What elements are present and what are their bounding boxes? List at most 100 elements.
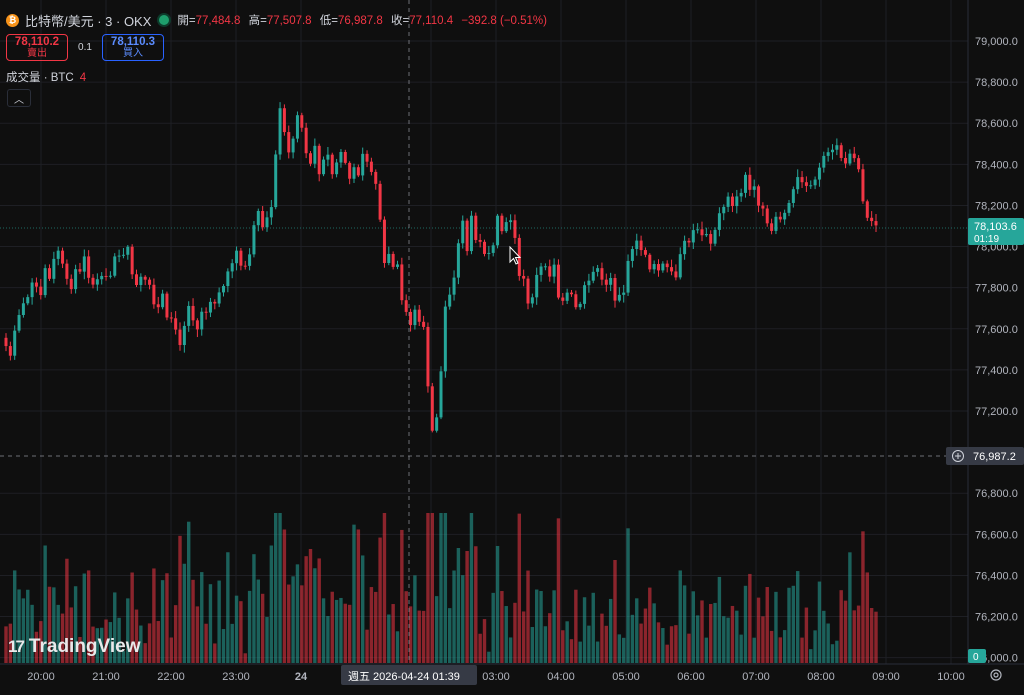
- volume-bar: [182, 563, 187, 663]
- volume-bar: [491, 592, 495, 663]
- volume-bar: [260, 593, 265, 663]
- volume-bar: [13, 570, 17, 663]
- volume-bar: [709, 604, 713, 663]
- candle-body: [717, 213, 721, 230]
- candle-body: [52, 258, 56, 279]
- volume-bar: [617, 634, 622, 663]
- volume-bar: [848, 552, 852, 663]
- volume-bar: [104, 619, 108, 663]
- price-tick-label: 78,600.0: [975, 118, 1018, 130]
- tradingview-branding[interactable]: 17 TradingView: [8, 636, 141, 658]
- candle-body: [844, 157, 848, 164]
- time-tick-label: 24: [295, 671, 308, 683]
- candle-body: [87, 256, 91, 278]
- candle-body: [687, 240, 691, 243]
- price-tick-label: 77,600.0: [975, 324, 1018, 336]
- candle-body: [683, 240, 687, 255]
- volume-bar: [234, 595, 239, 663]
- time-tick-label: 10:00: [937, 671, 965, 683]
- volume-bar: [126, 598, 130, 663]
- volume-bar: [78, 636, 82, 663]
- candle-body: [430, 386, 434, 431]
- buy-button[interactable]: 78,110.3 買入: [102, 34, 164, 61]
- bitcoin-icon: ₿: [6, 13, 19, 27]
- candle-body: [26, 297, 30, 304]
- volume-bar: [160, 580, 165, 663]
- volume-bar: [395, 631, 400, 663]
- add-alert-icon[interactable]: [952, 450, 964, 462]
- volume-bar: [4, 626, 8, 663]
- volume-bar: [352, 524, 356, 663]
- candle-body: [426, 326, 430, 387]
- volume-bar: [178, 535, 182, 663]
- volume-bar: [669, 626, 674, 663]
- volume-bar: [108, 622, 113, 663]
- time-tick-label: 23:00: [222, 671, 250, 683]
- candle-body: [709, 234, 713, 244]
- candle-body: [700, 229, 704, 236]
- gear-icon[interactable]: [990, 669, 1002, 681]
- candle-body: [578, 303, 582, 308]
- volume-bar: [82, 573, 86, 663]
- volume-bar: [561, 630, 565, 663]
- candle-body: [326, 154, 330, 160]
- candle-body: [657, 264, 660, 271]
- price-tick-label: 79,000.0: [975, 36, 1018, 48]
- volume-bar: [282, 529, 287, 663]
- sell-button[interactable]: 78,110.2 賣出: [6, 34, 68, 61]
- candle-body: [500, 215, 504, 232]
- volume-bar: [173, 605, 178, 663]
- volume-bar: [796, 571, 800, 663]
- candle-body: [39, 286, 43, 296]
- candle-body: [74, 269, 78, 290]
- candle-body: [670, 267, 674, 272]
- volume-bar: [678, 570, 682, 663]
- candle-body: [282, 108, 286, 133]
- candle-body: [744, 174, 747, 193]
- volume-bar: [417, 610, 421, 663]
- mouse-cursor: [509, 245, 522, 265]
- candle-body: [126, 246, 130, 255]
- bar-countdown: 01:19: [974, 234, 999, 245]
- candle-body: [639, 240, 643, 251]
- volume-legend[interactable]: 成交量 · BTC 4: [6, 69, 86, 85]
- symbol-title[interactable]: 比特幣/美元 · 3 · OKX: [25, 13, 152, 29]
- volume-bar: [239, 601, 243, 663]
- low-label: 低=: [319, 15, 338, 27]
- price-axis[interactable]: 79,000.0 78,800.0 78,600.0 78,400.0 78,200.0…: [975, 36, 1018, 665]
- candle-body: [65, 263, 69, 279]
- candle-body: [135, 274, 138, 285]
- candle-body: [791, 189, 795, 203]
- volume-bar: [230, 623, 234, 663]
- candle-body: [435, 417, 439, 431]
- volume-bar: [421, 610, 426, 663]
- candle-body: [487, 252, 491, 254]
- candle-body: [548, 266, 552, 277]
- volume-bar: [778, 637, 782, 663]
- price-tick-label: 78,800.0: [975, 77, 1018, 89]
- chevron-up-icon[interactable]: ︿: [7, 89, 31, 107]
- volume-bar: [269, 545, 274, 663]
- price-tick-label: 76,400.0: [975, 570, 1018, 582]
- volume-bar: [291, 576, 295, 663]
- close-value: 77,110.4: [409, 15, 454, 27]
- volume-bar: [774, 591, 778, 663]
- current-price-value: 78,103.6: [974, 221, 1017, 233]
- candle-body: [61, 250, 65, 264]
- sell-price: 78,110.2: [14, 35, 60, 48]
- candle-body: [187, 305, 191, 326]
- candle-body: [539, 266, 543, 275]
- candle-body: [222, 286, 225, 293]
- volume-bar: [243, 653, 247, 663]
- candle-body: [583, 285, 587, 304]
- candle-body: [774, 216, 778, 231]
- volume-bar: [552, 590, 556, 663]
- volume-bar: [700, 600, 704, 663]
- candle-body: [152, 284, 156, 305]
- candle-body: [739, 192, 743, 197]
- candle-body: [352, 167, 356, 179]
- volume-bar: [413, 575, 417, 663]
- time-axis[interactable]: 20:0021:0022:0023:002402:0003:0004:0005:…: [27, 671, 965, 683]
- volume-bar: [356, 529, 361, 663]
